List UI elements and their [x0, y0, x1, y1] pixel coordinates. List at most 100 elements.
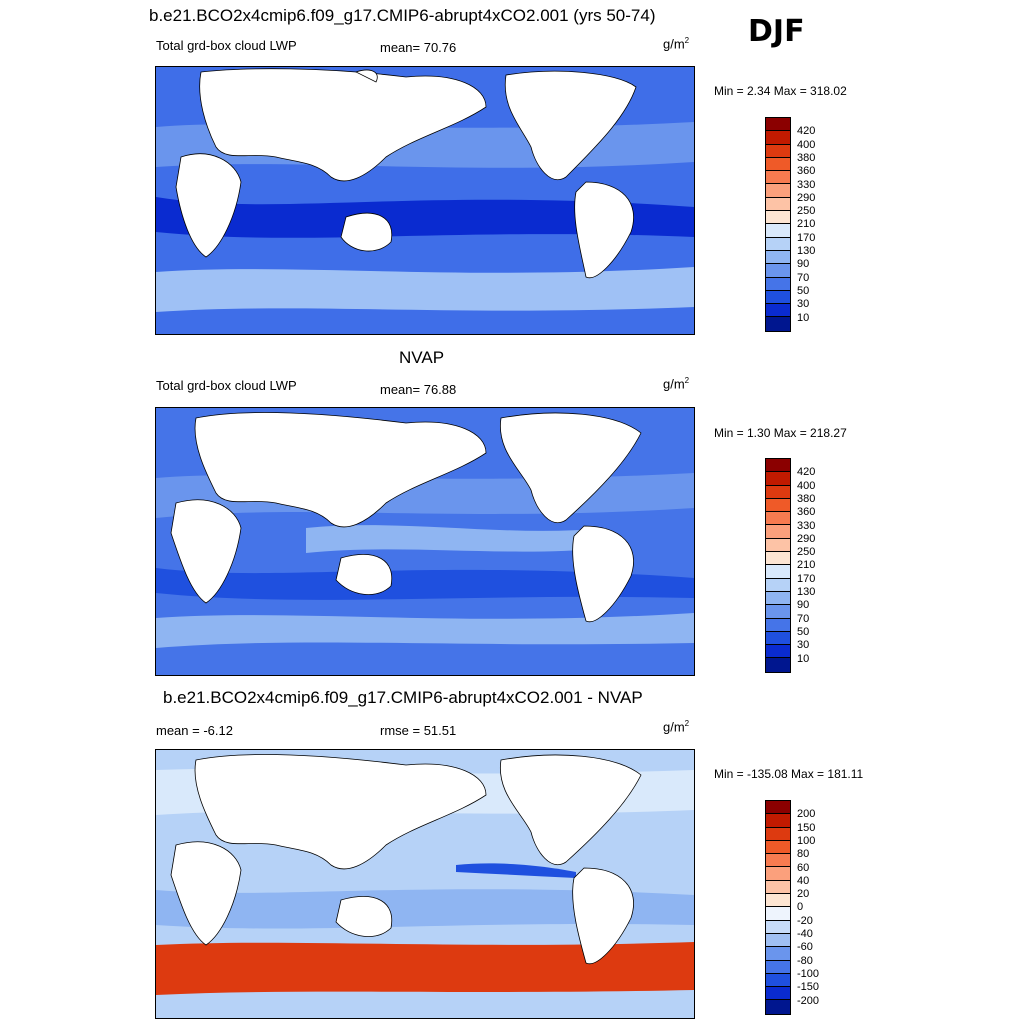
- colorbar-segment: [766, 645, 790, 659]
- colorbar-tick-label: 90: [797, 599, 810, 612]
- colorbar-segment: [766, 277, 790, 291]
- colorbar-tick-label: 290: [797, 532, 816, 545]
- panel-3-mean-label: mean = -6.12: [156, 723, 233, 738]
- colorbar-segment: [766, 631, 790, 646]
- colorbar-tick-label: 420: [797, 125, 816, 138]
- panel-2-mean-label: mean= 76.88: [380, 382, 457, 397]
- colorbar-tick-label: 290: [797, 191, 816, 204]
- colorbar-tick-label: 60: [797, 861, 810, 874]
- colorbar-tick-label: 50: [797, 625, 810, 638]
- colorbar-segment: [766, 947, 790, 961]
- colorbar-segment: [766, 157, 790, 172]
- season-label: DJF: [748, 14, 805, 49]
- colorbar-segment: [766, 880, 790, 895]
- colorbar-segment: [766, 933, 790, 948]
- colorbar-tick-label: 90: [797, 258, 810, 271]
- colorbar-tick-label: 40: [797, 874, 810, 887]
- colorbar-segment: [766, 801, 790, 815]
- colorbar-segment: [766, 304, 790, 318]
- colorbar-tick-label: 380: [797, 492, 816, 505]
- colorbar-tick-label: -200: [797, 994, 820, 1007]
- colorbar-tick-label: 10: [797, 652, 810, 665]
- colorbar-segment: [766, 171, 790, 185]
- colorbar-segment: [766, 290, 790, 305]
- colorbar-segment: [766, 459, 790, 473]
- colorbar-segment: [766, 184, 790, 198]
- colorbar-segment: [766, 854, 790, 868]
- colorbar-tick-label: -60: [797, 941, 813, 954]
- colorbar-segment: [766, 264, 790, 278]
- colorbar-segment: [766, 867, 790, 881]
- panel-3-minmax: Min = -135.08 Max = 181.11: [714, 767, 864, 781]
- panel-1-title: b.e21.BCO2x4cmip6.f09_g17.CMIP6-abrupt4x…: [149, 6, 656, 25]
- colorbar-tick-label: 250: [797, 546, 816, 559]
- colorbar-segment: [766, 565, 790, 579]
- colorbar-tick-label: 210: [797, 218, 816, 231]
- panel-1-map: [155, 66, 695, 335]
- colorbar-tick-label: 170: [797, 231, 816, 244]
- colorbar-segment: [766, 211, 790, 225]
- colorbar-tick-label: 50: [797, 284, 810, 297]
- panel-1-units: g/m2: [663, 36, 690, 52]
- colorbar-segment: [766, 907, 790, 921]
- colorbar-tick-label: 10: [797, 311, 810, 324]
- colorbar-segment: [766, 472, 790, 486]
- colorbar-segment: [766, 498, 790, 513]
- panel-2-map: [155, 407, 695, 676]
- colorbar-tick-label: 130: [797, 245, 816, 257]
- colorbar-tick-label: 200: [797, 808, 816, 821]
- panel-2-minmax: Min = 1.30 Max = 218.27: [714, 426, 847, 440]
- colorbar-tick-label: -80: [797, 954, 813, 967]
- colorbar-segment: [766, 552, 790, 566]
- panel-1-variable-label: Total grd-box cloud LWP: [156, 38, 297, 53]
- colorbar-segment: [766, 224, 790, 238]
- colorbar-segment: [766, 1000, 790, 1014]
- panel-2-units: g/m2: [663, 376, 690, 392]
- colorbar-segment: [766, 605, 790, 619]
- colorbar-tick-label: 210: [797, 559, 816, 572]
- colorbar-segment: [766, 814, 790, 828]
- colorbar-tick-label: 420: [797, 466, 816, 479]
- colorbar-tick-label: 150: [797, 821, 816, 834]
- colorbar-tick-label: 330: [797, 178, 816, 191]
- colorbar-tick-label: 170: [797, 572, 816, 585]
- panel-3-colorbar: 200 150 100 80 60 40 20 0 -20 -40 -60 -80 -100 -150 -2…: [765, 800, 819, 1015]
- colorbar-tick-label: 30: [797, 298, 810, 311]
- colorbar-tick-label: 130: [797, 586, 816, 598]
- colorbar-tick-label: 330: [797, 519, 816, 532]
- panel-1-minmax: Min = 2.34 Max = 318.02: [714, 84, 847, 98]
- colorbar-segment: [766, 144, 790, 158]
- colorbar-tick-label: 360: [797, 165, 816, 178]
- colorbar-segment: [766, 618, 790, 632]
- panel-2-variable-label: Total grd-box cloud LWP: [156, 378, 297, 393]
- colorbar-tick-label: -150: [797, 981, 820, 994]
- colorbar-tick-label: -40: [797, 928, 813, 940]
- panel-3-map: [155, 749, 695, 1019]
- colorbar-segment: [766, 525, 790, 539]
- colorbar-segment: [766, 973, 790, 988]
- colorbar-segment: [766, 485, 790, 499]
- panel-1-colorbar: 420 400 380 360 330 290 250 210 170 130 90 70 50 30 10: [765, 117, 815, 332]
- colorbar-tick-label: 20: [797, 888, 810, 901]
- colorbar-tick-label: -100: [797, 967, 820, 980]
- colorbar-tick-label: 400: [797, 138, 816, 151]
- colorbar-segment: [766, 920, 790, 934]
- colorbar-segment: [766, 197, 790, 212]
- colorbar-segment: [766, 237, 790, 251]
- colorbar-segment: [766, 131, 790, 145]
- colorbar-segment: [766, 317, 790, 331]
- panel-2-title: NVAP: [399, 348, 445, 367]
- colorbar-segment: [766, 250, 790, 265]
- colorbar-segment: [766, 658, 790, 672]
- panel-2-colorbar: 420 400 380 360 330 290 250 210 170 130 90 70 50 30 10: [765, 458, 815, 673]
- colorbar-tick-label: 100: [797, 834, 816, 847]
- colorbar-segment: [766, 987, 790, 1001]
- colorbar-segment: [766, 591, 790, 606]
- panel-3-units: g/m2: [663, 719, 690, 735]
- panel-3-title: b.e21.BCO2x4cmip6.f09_g17.CMIP6-abrupt4x…: [163, 688, 643, 707]
- colorbar-tick-label: 70: [797, 612, 810, 625]
- colorbar-tick-label: 400: [797, 479, 816, 492]
- colorbar-segment: [766, 840, 790, 855]
- colorbar-tick-label: 360: [797, 506, 816, 519]
- colorbar-segment: [766, 960, 790, 974]
